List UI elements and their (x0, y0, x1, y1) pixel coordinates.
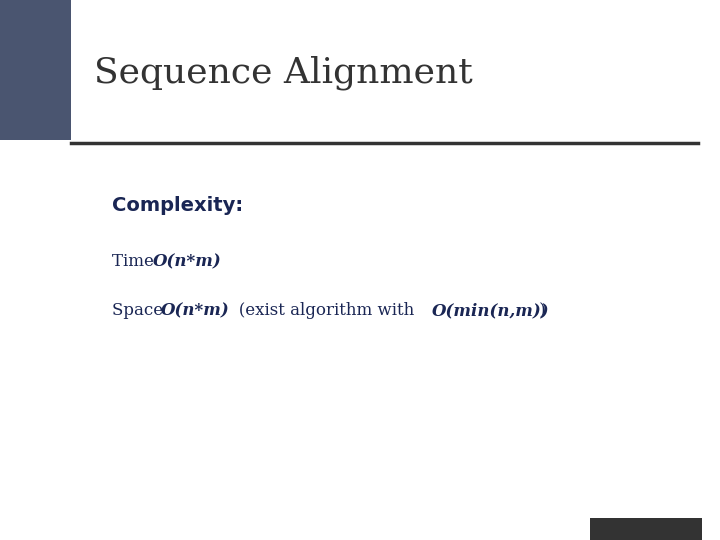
Text: (exist algorithm with: (exist algorithm with (223, 302, 420, 319)
Text: Time: Time (112, 253, 158, 271)
Bar (0, 0, 71, 140)
Text: Complexity:: Complexity: (112, 195, 243, 215)
Text: O(n*m): O(n*m) (153, 253, 222, 271)
Text: O(min(n,m)): O(min(n,m)) (432, 302, 549, 319)
Text: ): ) (534, 302, 546, 319)
Text: Space: Space (112, 302, 168, 319)
Text: Sequence Alignment: Sequence Alignment (94, 56, 472, 90)
Bar (590, 518, 702, 540)
Text: O(n*m): O(n*m) (161, 302, 229, 319)
